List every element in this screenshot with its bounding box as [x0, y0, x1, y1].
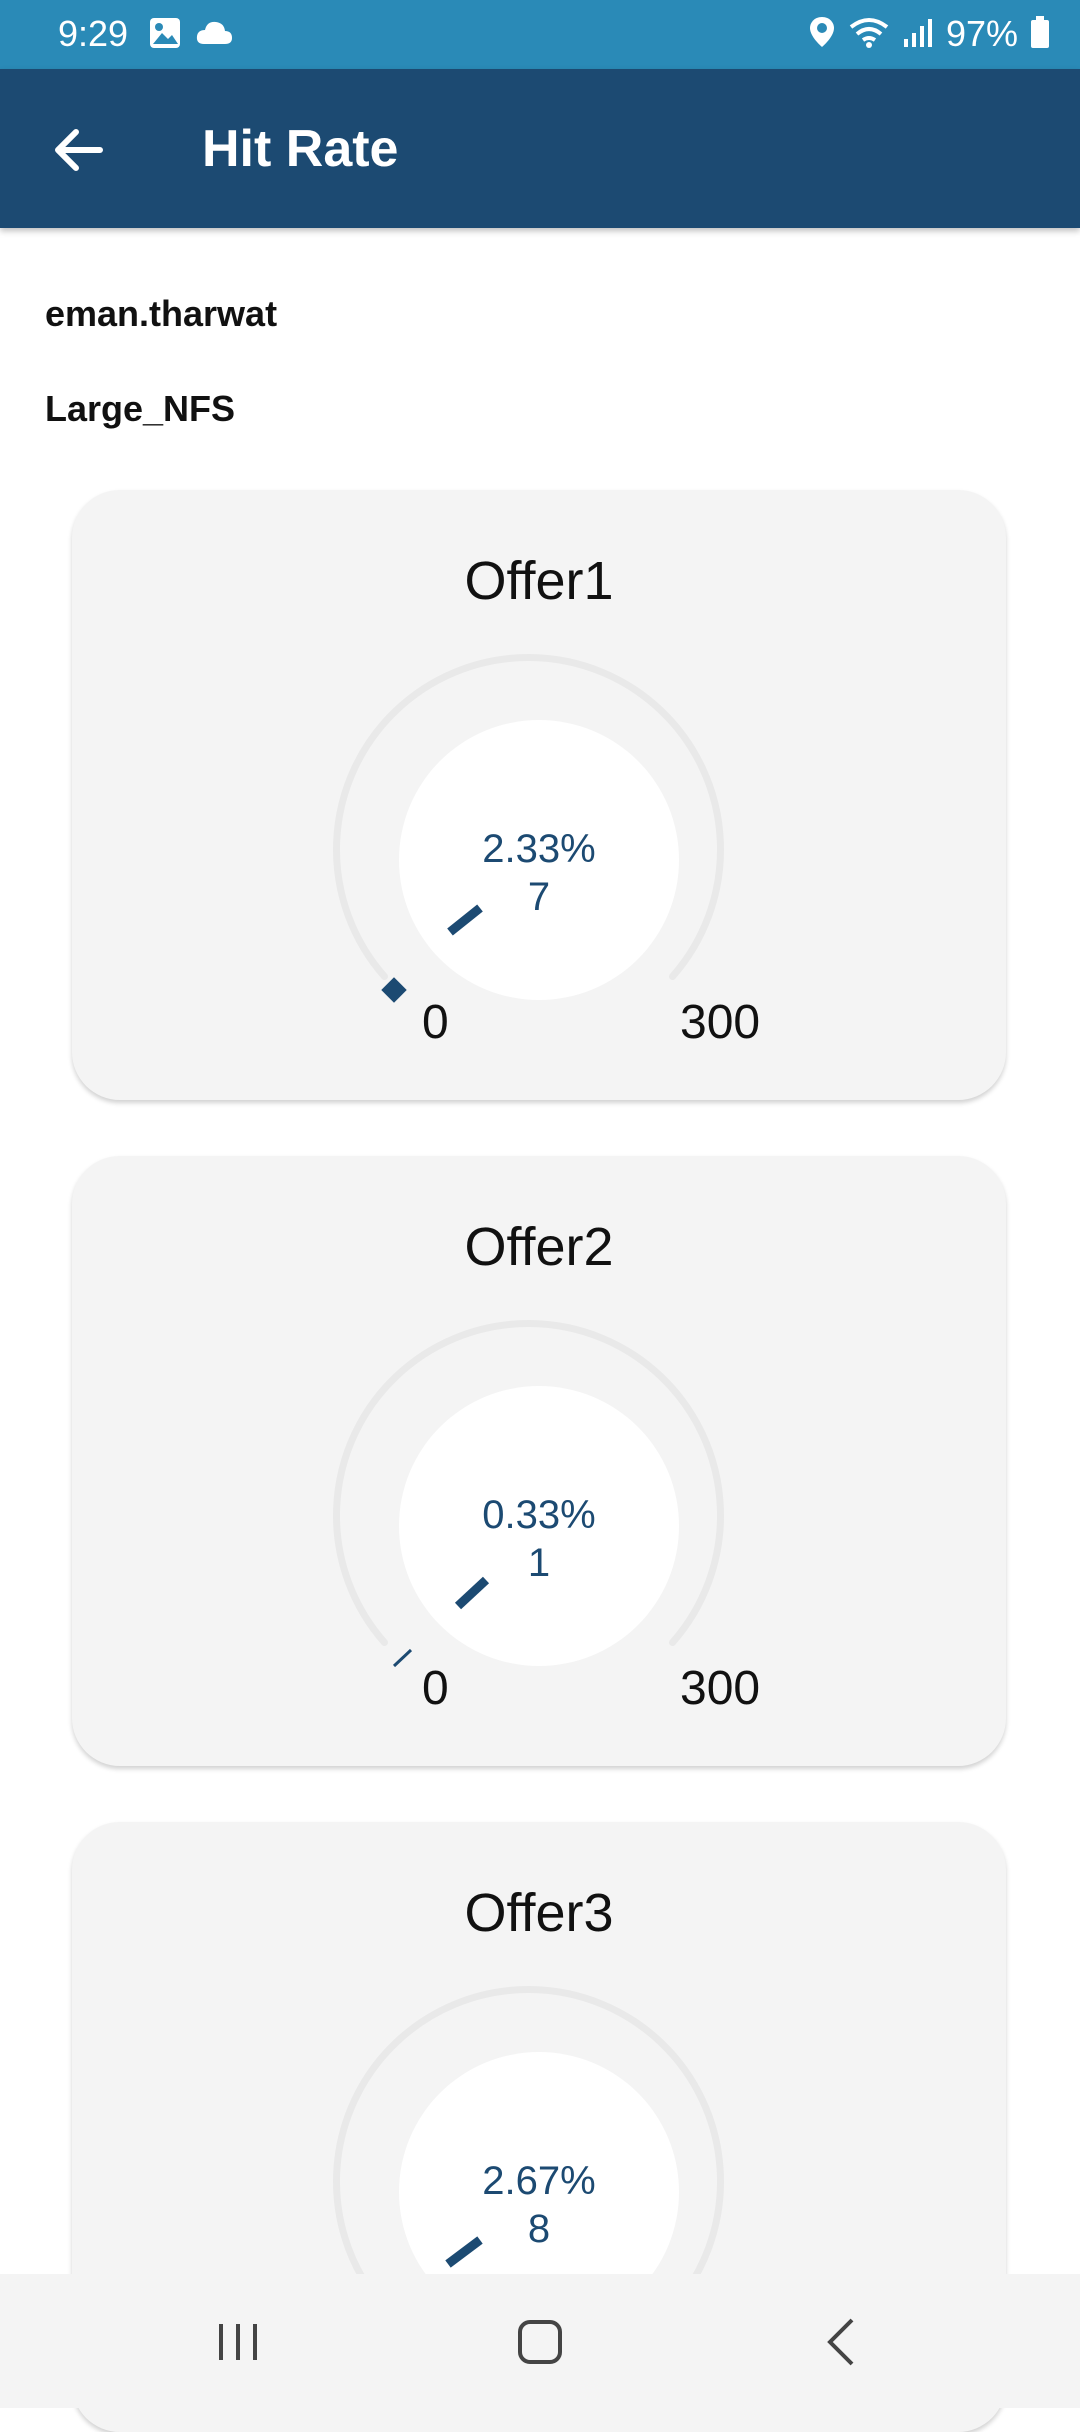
gauge-value-marker	[392, 1648, 413, 1668]
status-left-icons	[148, 16, 234, 55]
gauge	[333, 1320, 724, 1668]
username: eman.tharwat	[45, 293, 278, 334]
signal-icon	[902, 15, 934, 54]
gauge-max-label: 300	[680, 1662, 761, 1715]
gauge-percent: 2.33%	[482, 827, 596, 871]
home-icon	[495, 2320, 585, 2384]
cloud-icon	[194, 18, 234, 53]
gauge-min-label: 0	[422, 996, 449, 1049]
gauge-max-label: 300	[680, 996, 761, 1049]
system-nav-bar	[0, 2274, 1080, 2408]
gauge-count: 1	[527, 1541, 551, 1585]
gauge	[333, 1986, 724, 2332]
app-bar: Hit Rate	[0, 69, 1080, 228]
gauge-track	[333, 1320, 724, 1646]
gauge-count: 8	[527, 2207, 551, 2251]
gauge-percent: 2.67%	[482, 2159, 596, 2203]
battery-icon	[1030, 15, 1050, 54]
gauge-track	[333, 654, 724, 980]
gauge-count: 7	[527, 875, 551, 919]
gallery-icon	[148, 16, 182, 55]
offer-card: Offer2 0.33% 1 0 300	[72, 1156, 1006, 1766]
gauge	[333, 654, 724, 1003]
back-nav-icon	[797, 2318, 887, 2384]
status-right: 97%	[808, 13, 1050, 55]
recent-apps-button[interactable]	[193, 2304, 283, 2380]
arrow-left-icon	[44, 129, 114, 189]
gauge-min-label: 0	[422, 1662, 449, 1715]
offer-card: Offer1 2.33% 7 0 300	[72, 490, 1006, 1100]
gauge-center	[399, 720, 679, 1000]
gauge-needle	[447, 904, 483, 936]
profile-name: Large_NFS	[45, 388, 236, 429]
gauge-track	[333, 1986, 724, 2312]
gauge-needle	[445, 2236, 483, 2268]
page-title: Hit Rate	[202, 120, 399, 178]
home-button[interactable]	[495, 2304, 585, 2380]
gauge-needle	[454, 1576, 490, 1610]
system-back-button[interactable]	[797, 2304, 887, 2380]
battery-percent: 97%	[945, 13, 1018, 54]
offer-title: Offer2	[464, 1217, 614, 1277]
status-time: 9:29	[58, 13, 129, 54]
wifi-icon	[848, 15, 890, 54]
status-bar: 9:29 97%	[0, 0, 1080, 69]
location-icon	[808, 15, 836, 54]
offer-title: Offer3	[464, 1883, 614, 1943]
gauge-center	[399, 2052, 679, 2332]
back-button[interactable]	[44, 115, 114, 185]
gauge-value-marker	[381, 977, 407, 1003]
gauge-percent: 0.33%	[482, 1493, 596, 1537]
recent-apps-icon	[193, 2324, 283, 2384]
offer-title: Offer1	[464, 551, 614, 611]
